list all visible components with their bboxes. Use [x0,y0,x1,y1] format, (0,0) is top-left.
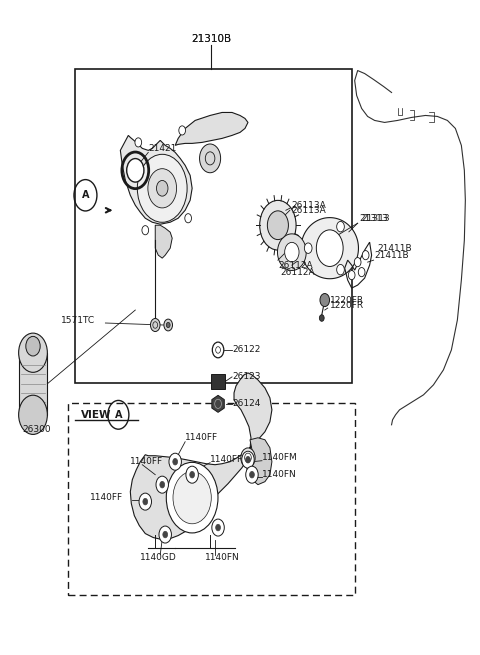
Circle shape [354,257,361,267]
Circle shape [241,448,255,468]
Text: 21411B: 21411B [374,251,409,259]
Circle shape [135,138,142,147]
Circle shape [156,476,168,493]
Text: 21310B: 21310B [191,33,231,44]
Polygon shape [246,438,272,485]
Circle shape [242,451,254,468]
Circle shape [212,342,224,358]
Text: 1220FR: 1220FR [330,301,364,310]
Circle shape [148,169,177,208]
Text: 1140FF: 1140FF [185,433,218,442]
Circle shape [26,337,40,356]
Circle shape [139,493,152,510]
Circle shape [159,526,171,543]
Circle shape [166,322,170,328]
Circle shape [250,472,254,478]
Circle shape [320,293,330,307]
Circle shape [156,180,168,196]
Circle shape [212,519,224,536]
Text: 26112A: 26112A [278,261,312,270]
Circle shape [160,481,165,488]
Circle shape [200,144,221,173]
Circle shape [179,126,185,135]
Circle shape [186,466,198,483]
Text: 26112A: 26112A [280,268,314,276]
Text: 1220FR: 1220FR [330,295,364,305]
Circle shape [319,315,324,322]
Text: 21313: 21313 [360,214,388,223]
Circle shape [127,159,144,182]
Text: A: A [115,410,122,420]
Polygon shape [301,217,359,279]
Circle shape [150,318,160,331]
Circle shape [246,457,251,463]
Circle shape [190,472,194,478]
Bar [68,403,355,595]
Circle shape [163,531,168,538]
Text: 26124: 26124 [232,400,260,408]
Text: 26300: 26300 [23,425,51,434]
Text: 1140FN: 1140FN [262,470,297,479]
Polygon shape [175,113,248,145]
Circle shape [164,319,172,331]
Text: 26123: 26123 [232,373,261,381]
Bar [75,69,352,383]
Polygon shape [277,234,306,271]
Text: 1140FF: 1140FF [210,455,243,464]
Circle shape [185,214,192,223]
Circle shape [260,200,296,250]
Text: 26122: 26122 [232,345,260,354]
Text: 1571TC: 1571TC [60,316,95,324]
Circle shape [142,225,149,234]
Text: 1140FF: 1140FF [90,493,123,502]
Circle shape [267,211,288,240]
Text: VIEW: VIEW [81,410,111,420]
Circle shape [358,267,365,276]
Circle shape [166,462,218,533]
Circle shape [336,221,344,232]
Text: 1140GD: 1140GD [140,553,177,562]
Bar [211,374,225,388]
Circle shape [316,230,343,267]
Circle shape [19,395,48,434]
Circle shape [143,498,148,505]
Text: 26113A: 26113A [292,206,326,215]
Text: 26113A: 26113A [292,201,326,210]
Bar [19,353,48,415]
Circle shape [173,458,178,465]
Circle shape [137,155,187,222]
Polygon shape [155,225,172,258]
Circle shape [169,453,181,470]
Polygon shape [212,396,224,413]
Circle shape [173,472,211,524]
Circle shape [285,242,299,262]
Polygon shape [120,136,192,224]
Text: 21313: 21313 [361,214,390,223]
Text: 1140FF: 1140FF [130,457,164,466]
Circle shape [304,243,312,253]
Polygon shape [130,373,272,540]
Circle shape [362,251,369,260]
Circle shape [336,265,344,275]
Circle shape [216,524,220,531]
Text: 21411B: 21411B [378,244,412,253]
Text: 21310B: 21310B [191,33,231,44]
Circle shape [19,333,48,372]
Text: A: A [82,191,89,200]
Text: 1140FM: 1140FM [262,453,298,462]
Circle shape [348,271,355,280]
Text: 1140FN: 1140FN [205,553,240,562]
Text: 21421: 21421 [148,144,177,153]
Circle shape [246,466,258,483]
